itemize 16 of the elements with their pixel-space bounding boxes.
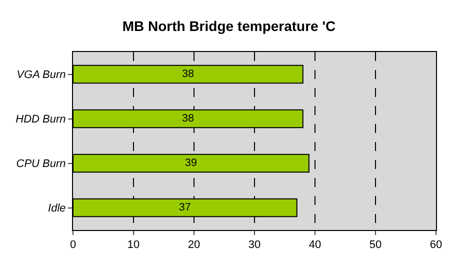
x-tick-label: 60 xyxy=(430,239,442,252)
data-label: 37 xyxy=(178,202,191,214)
y-tick-label: CPU Burn xyxy=(16,158,66,170)
x-tick-label: 0 xyxy=(70,239,76,252)
x-tick-label: 30 xyxy=(248,239,261,252)
x-tick-label: 40 xyxy=(308,239,322,252)
x-tick-label: 20 xyxy=(188,239,200,252)
x-tick-label: 50 xyxy=(369,239,382,252)
data-label: 39 xyxy=(184,157,197,170)
chart-title: MB North Bridge temperature 'C xyxy=(122,18,336,34)
data-label: 38 xyxy=(182,112,194,125)
x-tick-label: 10 xyxy=(127,239,140,252)
y-tick-label: HDD Burn xyxy=(16,114,66,126)
y-tick-label: Idle xyxy=(48,202,66,215)
y-tick-label: VGA Burn xyxy=(16,69,66,82)
data-label: 38 xyxy=(182,68,194,80)
